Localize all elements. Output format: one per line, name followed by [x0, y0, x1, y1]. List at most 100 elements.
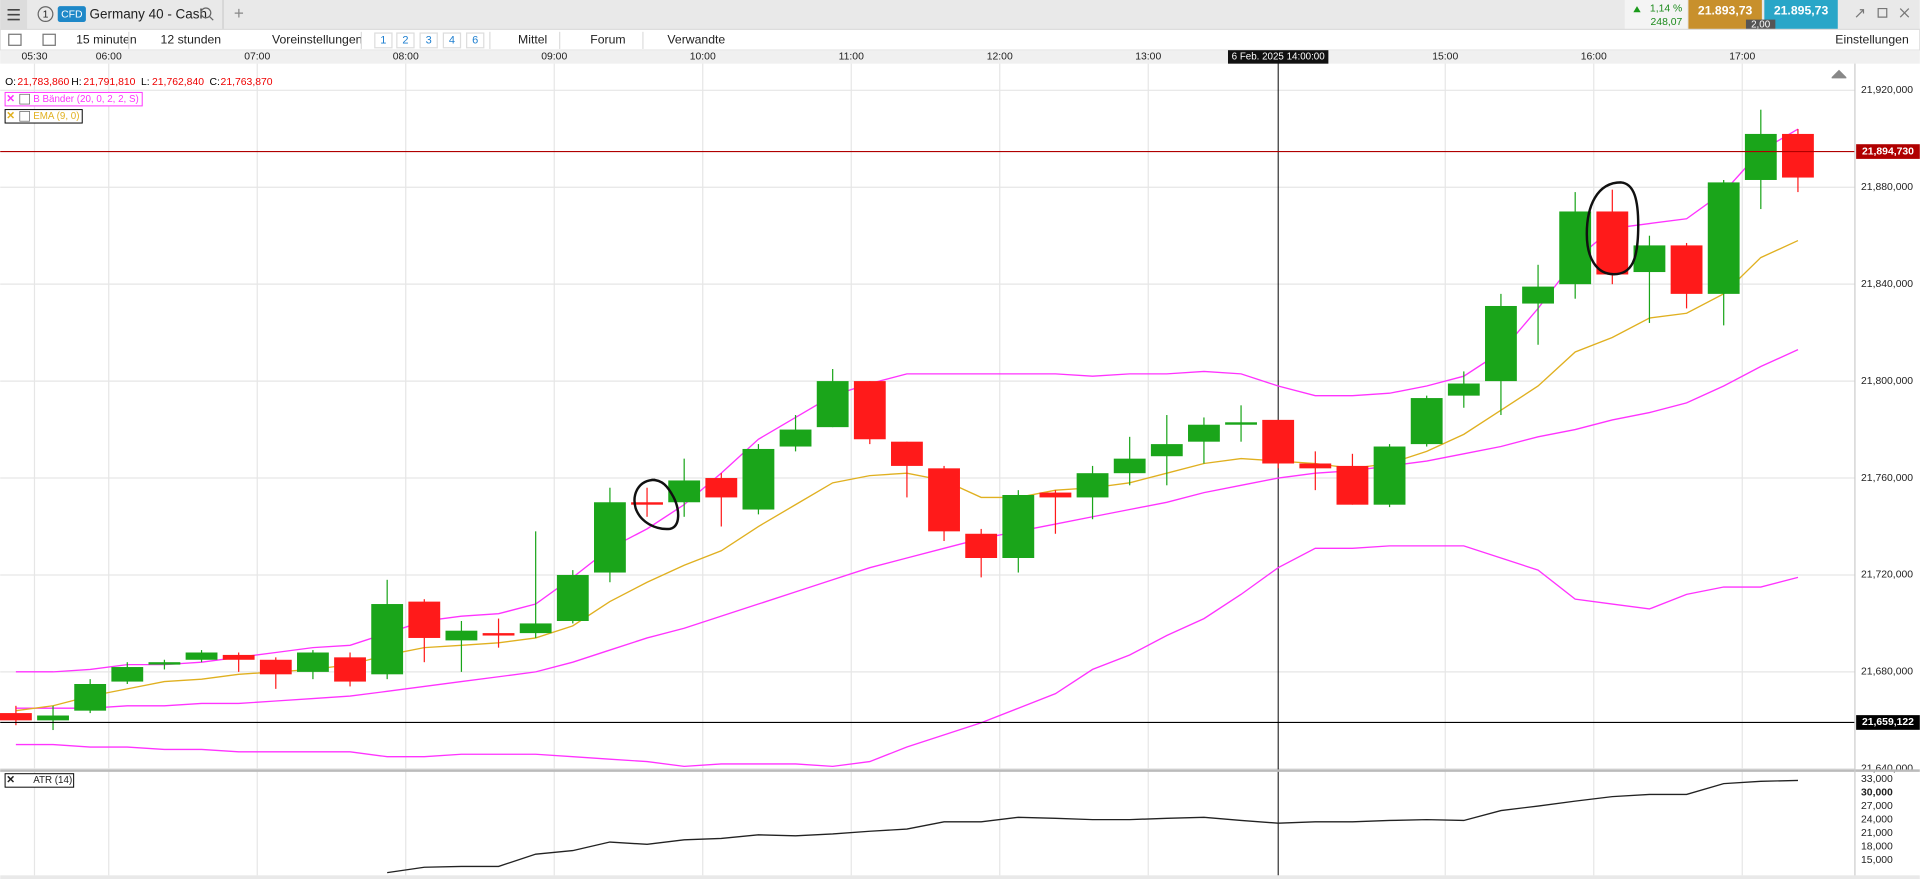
- candle-body: [1485, 305, 1517, 382]
- period-button[interactable]: [396, 32, 415, 49]
- time-axis: [0, 50, 1920, 64]
- candle-body: [1373, 446, 1406, 505]
- candle-body: [853, 381, 886, 440]
- candle-body: [1336, 465, 1369, 505]
- candle-body: [556, 574, 589, 622]
- toolbar-icon[interactable]: [8, 33, 22, 46]
- ohlc-value: C:: [210, 77, 220, 88]
- period-button[interactable]: [419, 32, 438, 49]
- x-tick-label: 12:00: [987, 52, 1013, 63]
- candle-body: [259, 659, 292, 675]
- up-arrow: [1633, 6, 1641, 13]
- candle-body: [1002, 494, 1035, 558]
- change-abs: 248,07: [1651, 17, 1683, 28]
- indicator-line: [15, 128, 1799, 673]
- candle-body: [1039, 492, 1072, 498]
- toolbar-item[interactable]: 3: [426, 34, 432, 46]
- buy-price: 21.895,73: [1774, 3, 1829, 17]
- candle-body: [1447, 383, 1480, 396]
- price-label: 21,894,730: [1862, 146, 1914, 157]
- legend-label: ATR (14): [33, 775, 72, 786]
- toolbar-item[interactable]: Einstellungen: [1835, 33, 1909, 47]
- toolbar-item[interactable]: 1: [380, 34, 386, 46]
- candle-body: [482, 633, 515, 636]
- legend-close[interactable]: ✕: [6, 94, 15, 105]
- toolbar-item[interactable]: Verwandte: [667, 33, 725, 47]
- menu-icon: [7, 8, 20, 21]
- indicator-line: [15, 349, 1799, 709]
- toolbar-item[interactable]: 12 stunden: [161, 33, 222, 47]
- ohlc-value: L:: [141, 77, 150, 88]
- legend-close[interactable]: ✕: [6, 111, 15, 122]
- candle-body: [594, 502, 626, 573]
- x-tick-label: 17:00: [1729, 52, 1755, 63]
- legend-settings[interactable]: [19, 111, 30, 122]
- spread-box: [1745, 19, 1776, 31]
- candle-body: [1076, 473, 1109, 498]
- search-icon-handle: [209, 16, 214, 21]
- y-tick-label: 21,760,000: [1861, 473, 1913, 484]
- crosshair-label-bg: [1227, 50, 1329, 64]
- candle-body: [1188, 424, 1220, 442]
- x-tick-label: 07:00: [244, 52, 270, 63]
- spread: 2,00: [1751, 20, 1771, 31]
- toolbar-items: 15 minuten 12 stunden Voreinstellungen 1 2 3 4…: [8, 31, 1909, 49]
- candle-body: [222, 654, 255, 660]
- candle-body: [705, 478, 738, 498]
- y-tick-label: 21,800,000: [1861, 376, 1913, 387]
- legend-settings[interactable]: [19, 93, 30, 105]
- instrument-title[interactable]: Germany 40 - Cash: [90, 6, 207, 21]
- period-button[interactable]: [466, 32, 485, 49]
- atr-line: [387, 779, 1799, 874]
- candle-body: [816, 381, 849, 428]
- candle-body: [1596, 211, 1629, 275]
- price-label-bg: [1856, 715, 1920, 730]
- buy-button[interactable]: [1764, 0, 1838, 30]
- candle-body: [1299, 463, 1332, 469]
- window-controls[interactable]: [1855, 7, 1910, 18]
- legend-label: B Bänder (20, 0, 2, 2, S): [33, 94, 138, 105]
- atr-tick-label: 27,000: [1861, 801, 1893, 812]
- candle-body: [111, 667, 144, 682]
- period-button[interactable]: [442, 32, 462, 49]
- candle-body: [1744, 133, 1777, 180]
- add-tab[interactable]: +: [234, 3, 244, 23]
- x-tick-label: 16:00: [1581, 52, 1607, 63]
- candle-body: [334, 657, 366, 682]
- candle-body: [668, 480, 701, 503]
- ohlc-value: H:: [71, 77, 81, 88]
- x-tick-label: 15:00: [1432, 52, 1458, 63]
- candle-body: [1150, 444, 1183, 457]
- legend-label: EMA (9, 0): [33, 111, 79, 122]
- legend-box: [4, 109, 83, 124]
- instrument-circle: [37, 6, 54, 23]
- legend-box: [4, 91, 143, 107]
- toolbar-item[interactable]: 4: [449, 34, 455, 46]
- candle-body: [1670, 245, 1703, 294]
- x-tick-label: 09:00: [541, 52, 567, 63]
- candle-body: [1633, 245, 1666, 273]
- sell-price: 21.893,73: [1698, 3, 1753, 17]
- toolbar-item[interactable]: 15 minuten: [76, 33, 137, 47]
- candle-body: [408, 601, 441, 638]
- crosshair-label: 6 Feb. 2025 14:00:00: [1232, 52, 1326, 63]
- toolbar-item[interactable]: 6: [472, 34, 478, 46]
- candle-body: [631, 502, 663, 505]
- search-icon[interactable]: [200, 7, 212, 19]
- toolbar-item[interactable]: Voreinstellungen: [272, 33, 363, 47]
- hand-drawn-circle: [1585, 181, 1640, 276]
- legend-close[interactable]: ✕: [6, 775, 15, 786]
- period-button[interactable]: [374, 32, 393, 49]
- toolbar-icon[interactable]: [42, 33, 56, 46]
- ohlc-value: 21,791,810: [83, 77, 135, 88]
- home-icon[interactable]: [1831, 69, 1847, 79]
- toolbar-item[interactable]: 2: [402, 34, 408, 46]
- badge-text: CFD: [61, 9, 82, 20]
- toolbar-item[interactable]: Forum: [590, 33, 625, 47]
- x-tick-label: 05:30: [21, 52, 47, 63]
- candle-body: [1559, 211, 1592, 285]
- toolbar-item[interactable]: Mittel: [518, 33, 547, 47]
- y-tick-label: 21,680,000: [1861, 667, 1913, 678]
- candle-body: [1225, 422, 1257, 425]
